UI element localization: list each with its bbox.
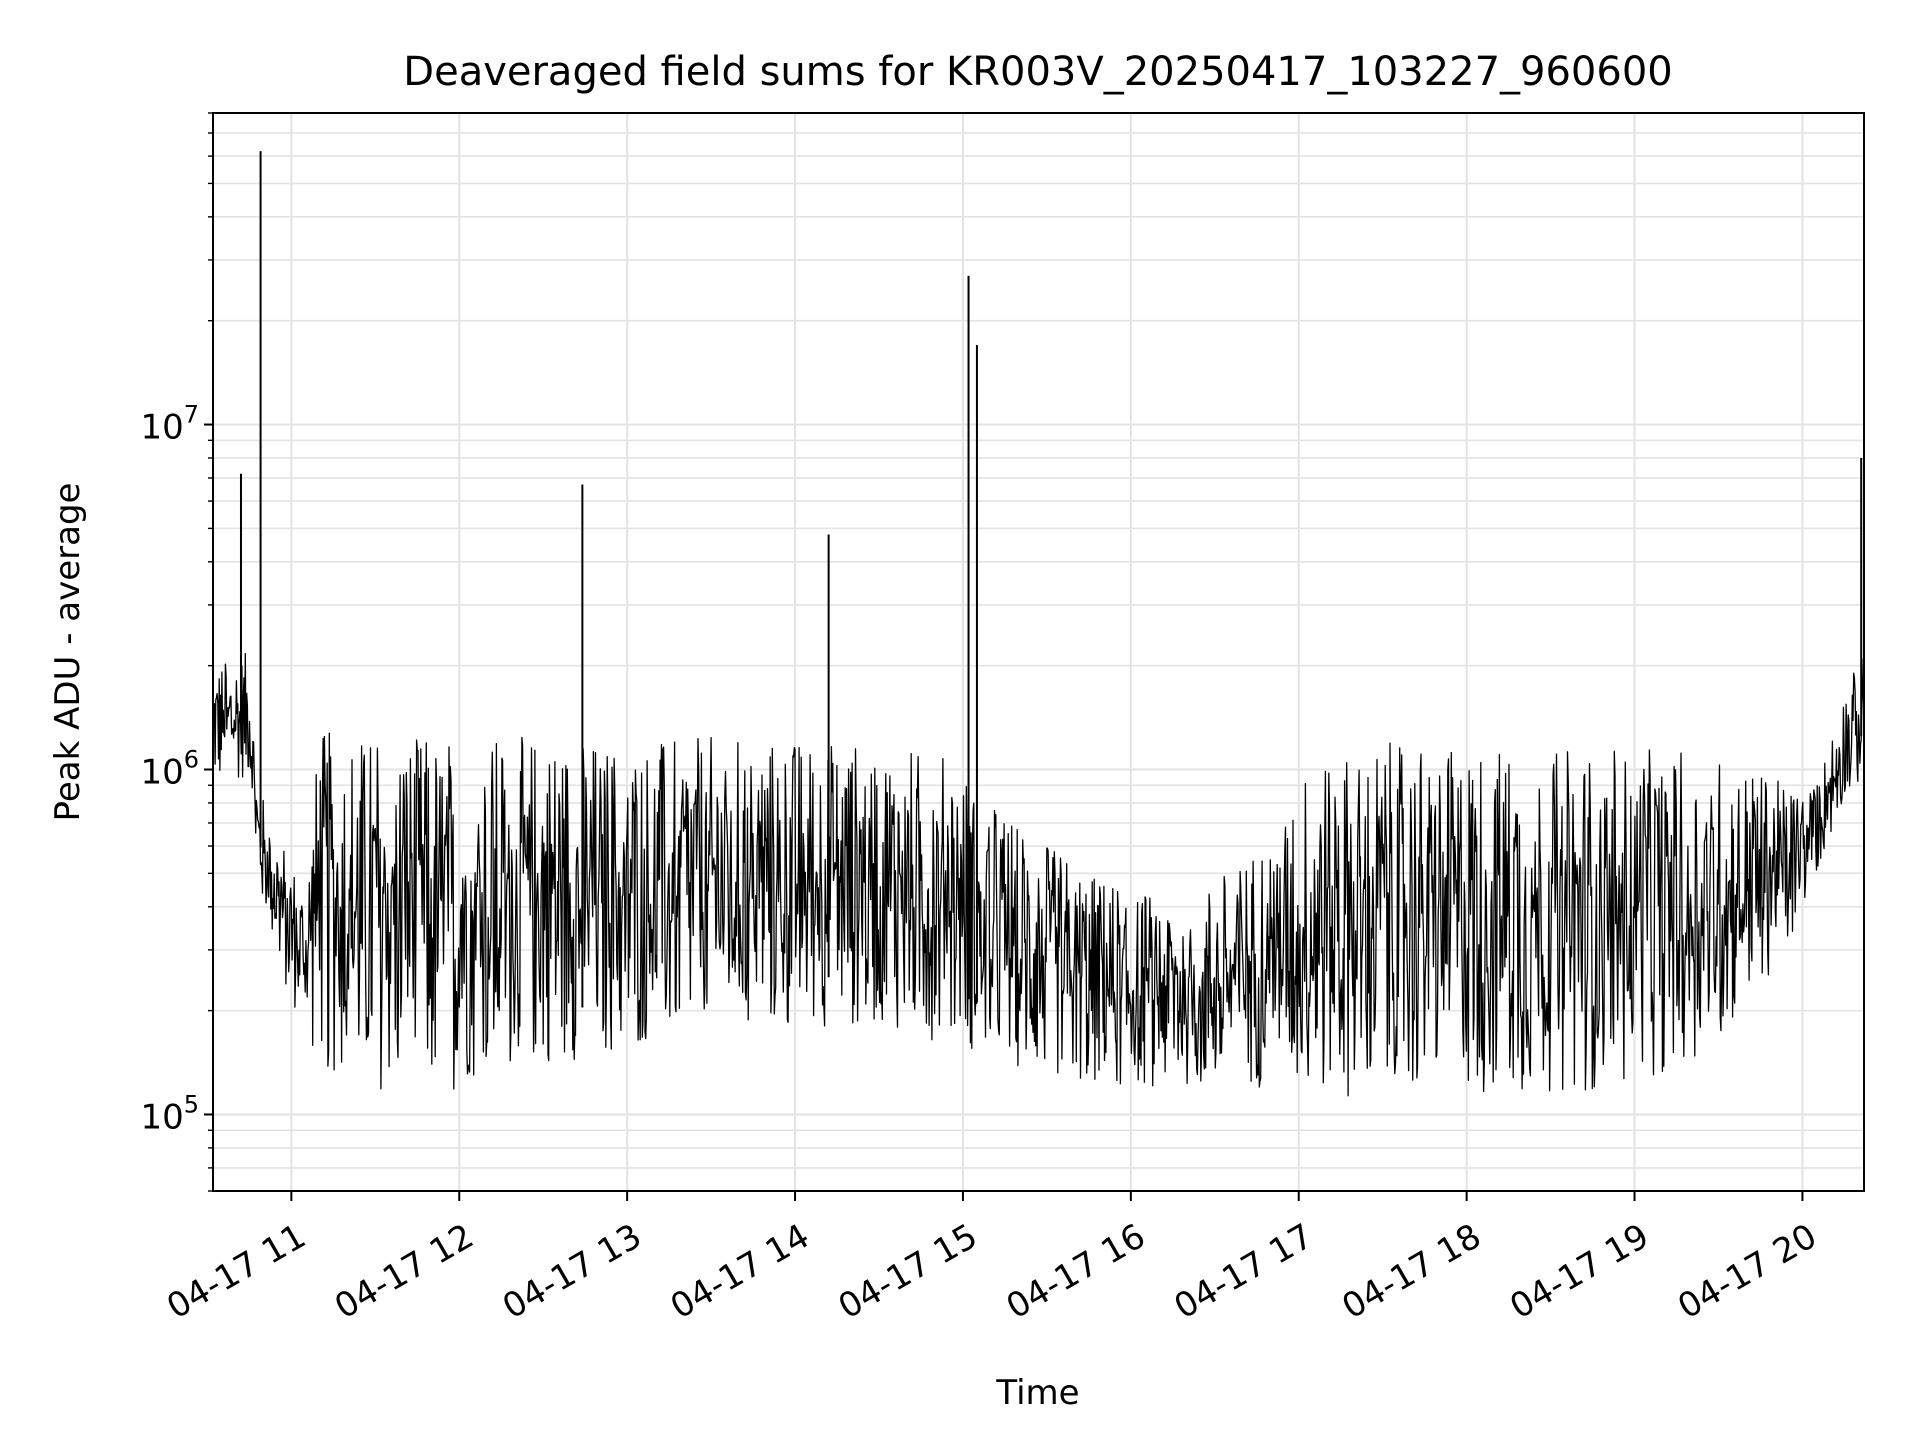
y-tick-label: 107: [140, 401, 199, 448]
x-axis-label: Time: [995, 1373, 1079, 1413]
y-tick-label: 105: [140, 1090, 199, 1137]
y-tick-label-base: 10: [140, 753, 183, 793]
y-tick-label-base: 10: [140, 1097, 183, 1137]
y-tick-label-exponent: 7: [184, 401, 199, 429]
y-tick-label: 106: [140, 746, 199, 793]
series: [213, 151, 1864, 1097]
y-tick-label-base: 10: [140, 408, 183, 448]
plot-frame: [212, 112, 1865, 1192]
series-line: [213, 652, 1864, 1097]
y-tick-label-exponent: 5: [184, 1090, 199, 1118]
chart-title: Deaveraged field sums for KR003V_2025041…: [403, 49, 1672, 95]
y-axis-label: Peak ADU - average: [48, 483, 88, 822]
y-tick-label-exponent: 6: [184, 746, 199, 774]
